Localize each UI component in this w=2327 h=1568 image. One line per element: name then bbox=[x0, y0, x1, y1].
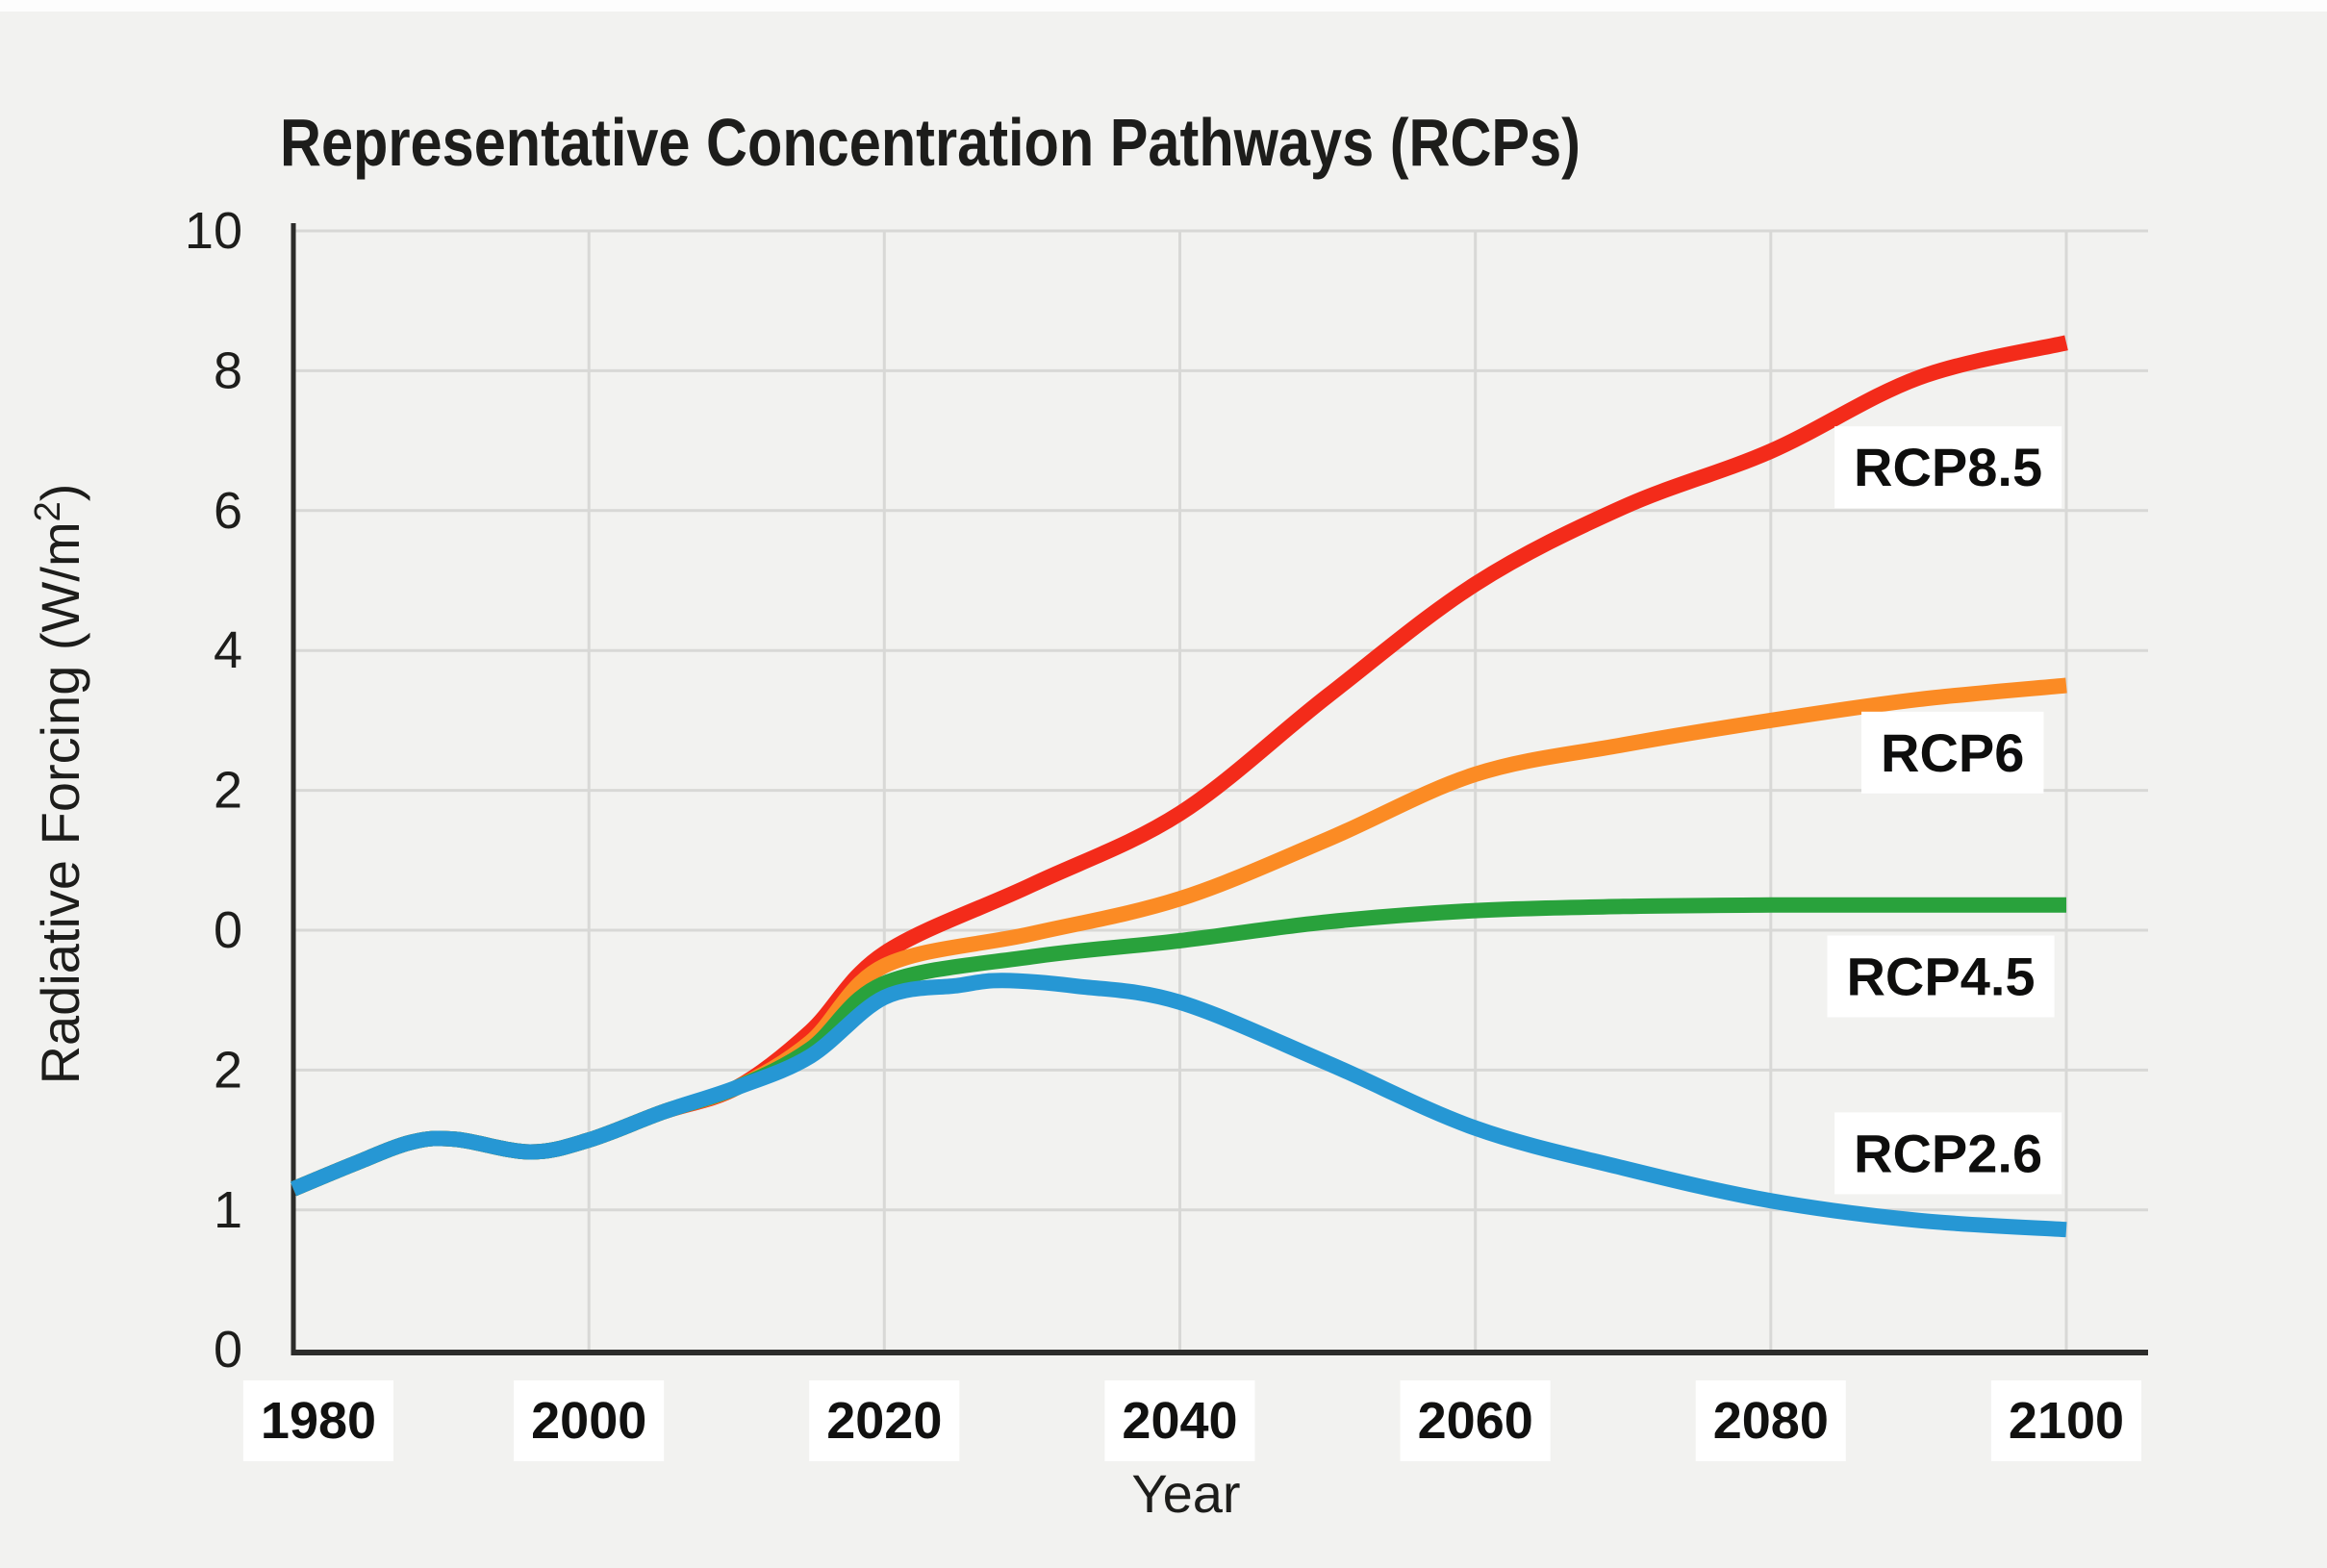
x-tick-label: 2080 bbox=[1713, 1392, 1829, 1450]
series-label-text: RCP2.6 bbox=[1854, 1123, 2042, 1183]
x-tick: 2080 bbox=[1695, 1380, 1846, 1461]
y-tick-label: 10 bbox=[185, 202, 242, 260]
series-labels: RCP8.5 RCP6 RCP4.5 RCP2.6 bbox=[1827, 426, 2062, 1195]
y-axis-title: Radiative Forcing (W/m2) bbox=[28, 484, 90, 1085]
y-tick-label: 0 bbox=[214, 901, 242, 959]
x-tick-label: 1980 bbox=[261, 1392, 376, 1450]
axes bbox=[291, 223, 2148, 1355]
x-tick: 2040 bbox=[1104, 1380, 1255, 1461]
x-axis-tick-labels: 1980 2000 2020 2040 2060 2080 2100 bbox=[242, 1380, 2141, 1461]
rcp26-curve bbox=[290, 973, 2067, 1238]
x-tick-label: 2100 bbox=[2009, 1392, 2124, 1450]
series-label-box bbox=[1861, 711, 2044, 794]
series-label-rcp6: RCP6 bbox=[1861, 711, 2044, 794]
series-label-box bbox=[1834, 1112, 2062, 1195]
series-label-rcp26: RCP2.6 bbox=[1834, 1112, 2062, 1195]
series-label-box bbox=[1827, 935, 2055, 1018]
series-label-rcp85: RCP8.5 bbox=[1834, 426, 2062, 509]
x-tick: 2100 bbox=[1990, 1380, 2141, 1461]
x-tick-label: 2040 bbox=[1122, 1392, 1237, 1450]
y-tick-label: 4 bbox=[214, 621, 242, 679]
x-axis-title: Year bbox=[1131, 1463, 1240, 1524]
y-tick-label: 8 bbox=[214, 341, 242, 399]
x-tick-label: 2000 bbox=[531, 1392, 646, 1450]
y-tick-label: 0 bbox=[214, 1321, 242, 1378]
series-label-text: RCP4.5 bbox=[1846, 947, 2035, 1007]
x-tick: 2020 bbox=[809, 1380, 960, 1461]
series-label-text: RCP8.5 bbox=[1854, 437, 2042, 497]
series-label-rcp45: RCP4.5 bbox=[1827, 935, 2055, 1018]
x-tick-label: 2020 bbox=[826, 1392, 942, 1450]
y-tick-label: 2 bbox=[214, 762, 242, 820]
page-title: Representative Concentration Pathways (R… bbox=[280, 105, 1581, 180]
y-tick-label: 6 bbox=[214, 482, 242, 540]
x-tick-label-box bbox=[1104, 1380, 1255, 1461]
y-tick-label: 2 bbox=[214, 1041, 242, 1099]
x-tick-label: 2060 bbox=[1418, 1392, 1533, 1450]
y-axis-title-main: Radiative Forcing (W/m bbox=[30, 521, 90, 1084]
gridlines bbox=[293, 229, 2148, 1353]
x-tick-label-box bbox=[1400, 1380, 1551, 1461]
curves bbox=[290, 335, 2068, 1238]
y-tick-label: 1 bbox=[214, 1181, 242, 1239]
y-axis-title-close: ) bbox=[30, 484, 90, 502]
x-tick-label-box bbox=[514, 1380, 665, 1461]
x-tick-label-box bbox=[809, 1380, 960, 1461]
series-label-box bbox=[1834, 426, 2062, 509]
x-tick: 2000 bbox=[514, 1380, 665, 1461]
x-tick-label-box bbox=[1695, 1380, 1846, 1461]
x-tick: 2060 bbox=[1400, 1380, 1551, 1461]
y-axis-title-superscript: 2 bbox=[28, 501, 68, 521]
x-tick-label-box bbox=[1990, 1380, 2141, 1461]
x-tick: 1980 bbox=[242, 1380, 393, 1461]
x-tick-label-box bbox=[242, 1380, 393, 1461]
top-edge-strip bbox=[0, 0, 2327, 12]
series-label-text: RCP6 bbox=[1881, 722, 2024, 783]
